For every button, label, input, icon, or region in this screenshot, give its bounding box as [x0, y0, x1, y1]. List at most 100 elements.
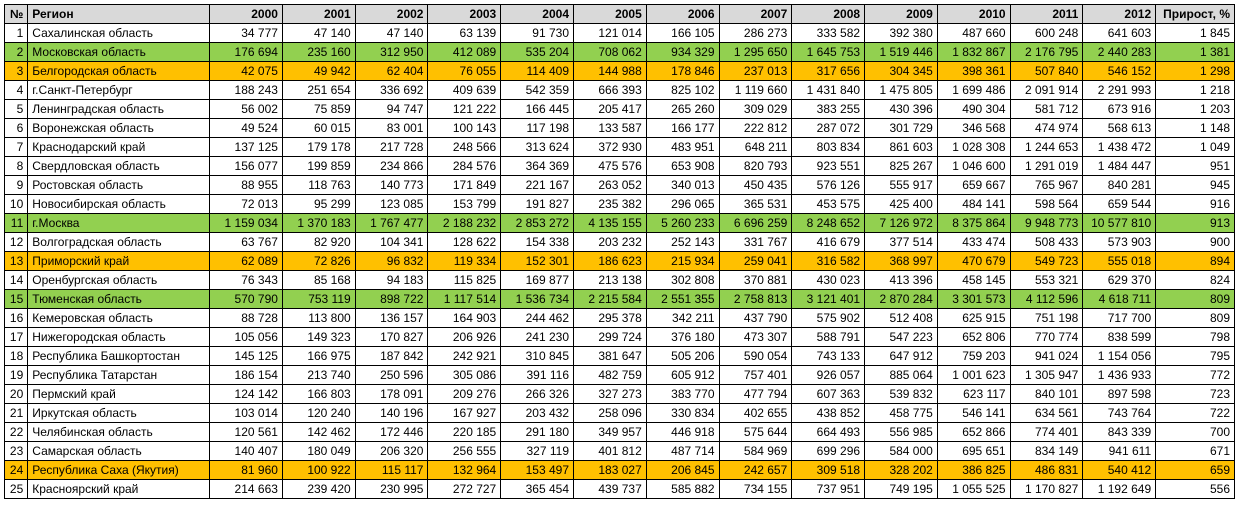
year-value: 170 827: [355, 328, 428, 347]
year-value: 634 561: [1010, 404, 1083, 423]
year-value: 699 296: [792, 442, 865, 461]
year-value: 598 564: [1010, 195, 1083, 214]
year-value: 121 014: [574, 24, 647, 43]
region-name: Тюменская область: [28, 290, 210, 309]
year-value: 386 825: [937, 461, 1010, 480]
year-value: 176 694: [210, 43, 283, 62]
year-value: 1 536 734: [501, 290, 574, 309]
region-name: Республика Саха (Якутия): [28, 461, 210, 480]
year-value: 666 393: [574, 81, 647, 100]
row-number: 2: [5, 43, 28, 62]
year-value: 349 957: [574, 423, 647, 442]
year-value: 88 955: [210, 176, 283, 195]
table-row: 5Ленинградская область56 00275 85994 747…: [5, 100, 1235, 119]
year-value: 370 881: [719, 271, 792, 290]
year-value: 392 380: [865, 24, 938, 43]
year-value: 540 412: [1083, 461, 1156, 480]
year-value: 103 014: [210, 404, 283, 423]
year-value: 430 023: [792, 271, 865, 290]
year-value: 477 794: [719, 385, 792, 404]
year-value: 239 420: [282, 480, 355, 499]
data-table: № Регион 2000 2001 2002 2003 2004 2005 2…: [4, 4, 1235, 499]
growth-value: 894: [1156, 252, 1235, 271]
year-value: 213 138: [574, 271, 647, 290]
year-value: 573 903: [1083, 233, 1156, 252]
year-value: 547 223: [865, 328, 938, 347]
year-value: 487 714: [646, 442, 719, 461]
year-value: 295 378: [574, 309, 647, 328]
year-value: 121 222: [428, 100, 501, 119]
year-value: 132 964: [428, 461, 501, 480]
year-value: 76 343: [210, 271, 283, 290]
year-value: 1 170 827: [1010, 480, 1083, 499]
year-value: 286 273: [719, 24, 792, 43]
year-value: 838 599: [1083, 328, 1156, 347]
year-value: 60 015: [282, 119, 355, 138]
year-value: 117 198: [501, 119, 574, 138]
year-value: 115 117: [355, 461, 428, 480]
year-value: 72 826: [282, 252, 355, 271]
year-value: 180 049: [282, 442, 355, 461]
year-value: 205 417: [574, 100, 647, 119]
table-row: 20Пермский край124 142166 803178 091209 …: [5, 385, 1235, 404]
growth-value: 916: [1156, 195, 1235, 214]
year-value: 803 834: [792, 138, 865, 157]
year-value: 191 827: [501, 195, 574, 214]
year-value: 1 001 623: [937, 366, 1010, 385]
year-value: 576 126: [792, 176, 865, 195]
year-value: 416 679: [792, 233, 865, 252]
year-value: 717 700: [1083, 309, 1156, 328]
year-value: 95 299: [282, 195, 355, 214]
table-row: 21Иркутская область103 014120 240140 196…: [5, 404, 1235, 423]
growth-value: 951: [1156, 157, 1235, 176]
year-value: 834 149: [1010, 442, 1083, 461]
year-value: 215 934: [646, 252, 719, 271]
year-value: 1 699 486: [937, 81, 1010, 100]
table-row: 13Приморский край62 08972 82696 832119 3…: [5, 252, 1235, 271]
year-value: 118 763: [282, 176, 355, 195]
year-value: 625 915: [937, 309, 1010, 328]
year-value: 266 326: [501, 385, 574, 404]
year-value: 301 729: [865, 119, 938, 138]
region-name: Республика Башкортостан: [28, 347, 210, 366]
year-value: 376 180: [646, 328, 719, 347]
year-value: 6 696 259: [719, 214, 792, 233]
year-value: 104 341: [355, 233, 428, 252]
region-name: Волгоградская область: [28, 233, 210, 252]
year-value: 140 773: [355, 176, 428, 195]
year-value: 94 183: [355, 271, 428, 290]
year-value: 575 902: [792, 309, 865, 328]
year-value: 2 870 284: [865, 290, 938, 309]
year-value: 220 185: [428, 423, 501, 442]
year-value: 2 758 813: [719, 290, 792, 309]
year-value: 203 232: [574, 233, 647, 252]
year-value: 542 359: [501, 81, 574, 100]
year-value: 309 518: [792, 461, 865, 480]
table-row: 25Красноярский край214 663239 420230 995…: [5, 480, 1235, 499]
year-value: 136 157: [355, 309, 428, 328]
year-value: 659 544: [1083, 195, 1156, 214]
table-row: 23Самарская область140 407180 049206 320…: [5, 442, 1235, 461]
year-value: 100 143: [428, 119, 501, 138]
year-value: 474 974: [1010, 119, 1083, 138]
year-value: 2 215 584: [574, 290, 647, 309]
row-number: 22: [5, 423, 28, 442]
year-value: 251 654: [282, 81, 355, 100]
year-value: 312 950: [355, 43, 428, 62]
growth-value: 1 203: [1156, 100, 1235, 119]
growth-value: 772: [1156, 366, 1235, 385]
region-name: Пермский край: [28, 385, 210, 404]
year-value: 757 401: [719, 366, 792, 385]
year-value: 570 790: [210, 290, 283, 309]
year-value: 553 321: [1010, 271, 1083, 290]
header-num: №: [5, 5, 28, 24]
year-value: 861 603: [865, 138, 938, 157]
table-row: 22Челябинская область120 561142 462172 4…: [5, 423, 1235, 442]
year-value: 1 431 840: [792, 81, 865, 100]
region-name: Иркутская область: [28, 404, 210, 423]
year-value: 137 125: [210, 138, 283, 157]
year-value: 47 140: [282, 24, 355, 43]
region-name: Челябинская область: [28, 423, 210, 442]
year-value: 81 960: [210, 461, 283, 480]
row-number: 1: [5, 24, 28, 43]
